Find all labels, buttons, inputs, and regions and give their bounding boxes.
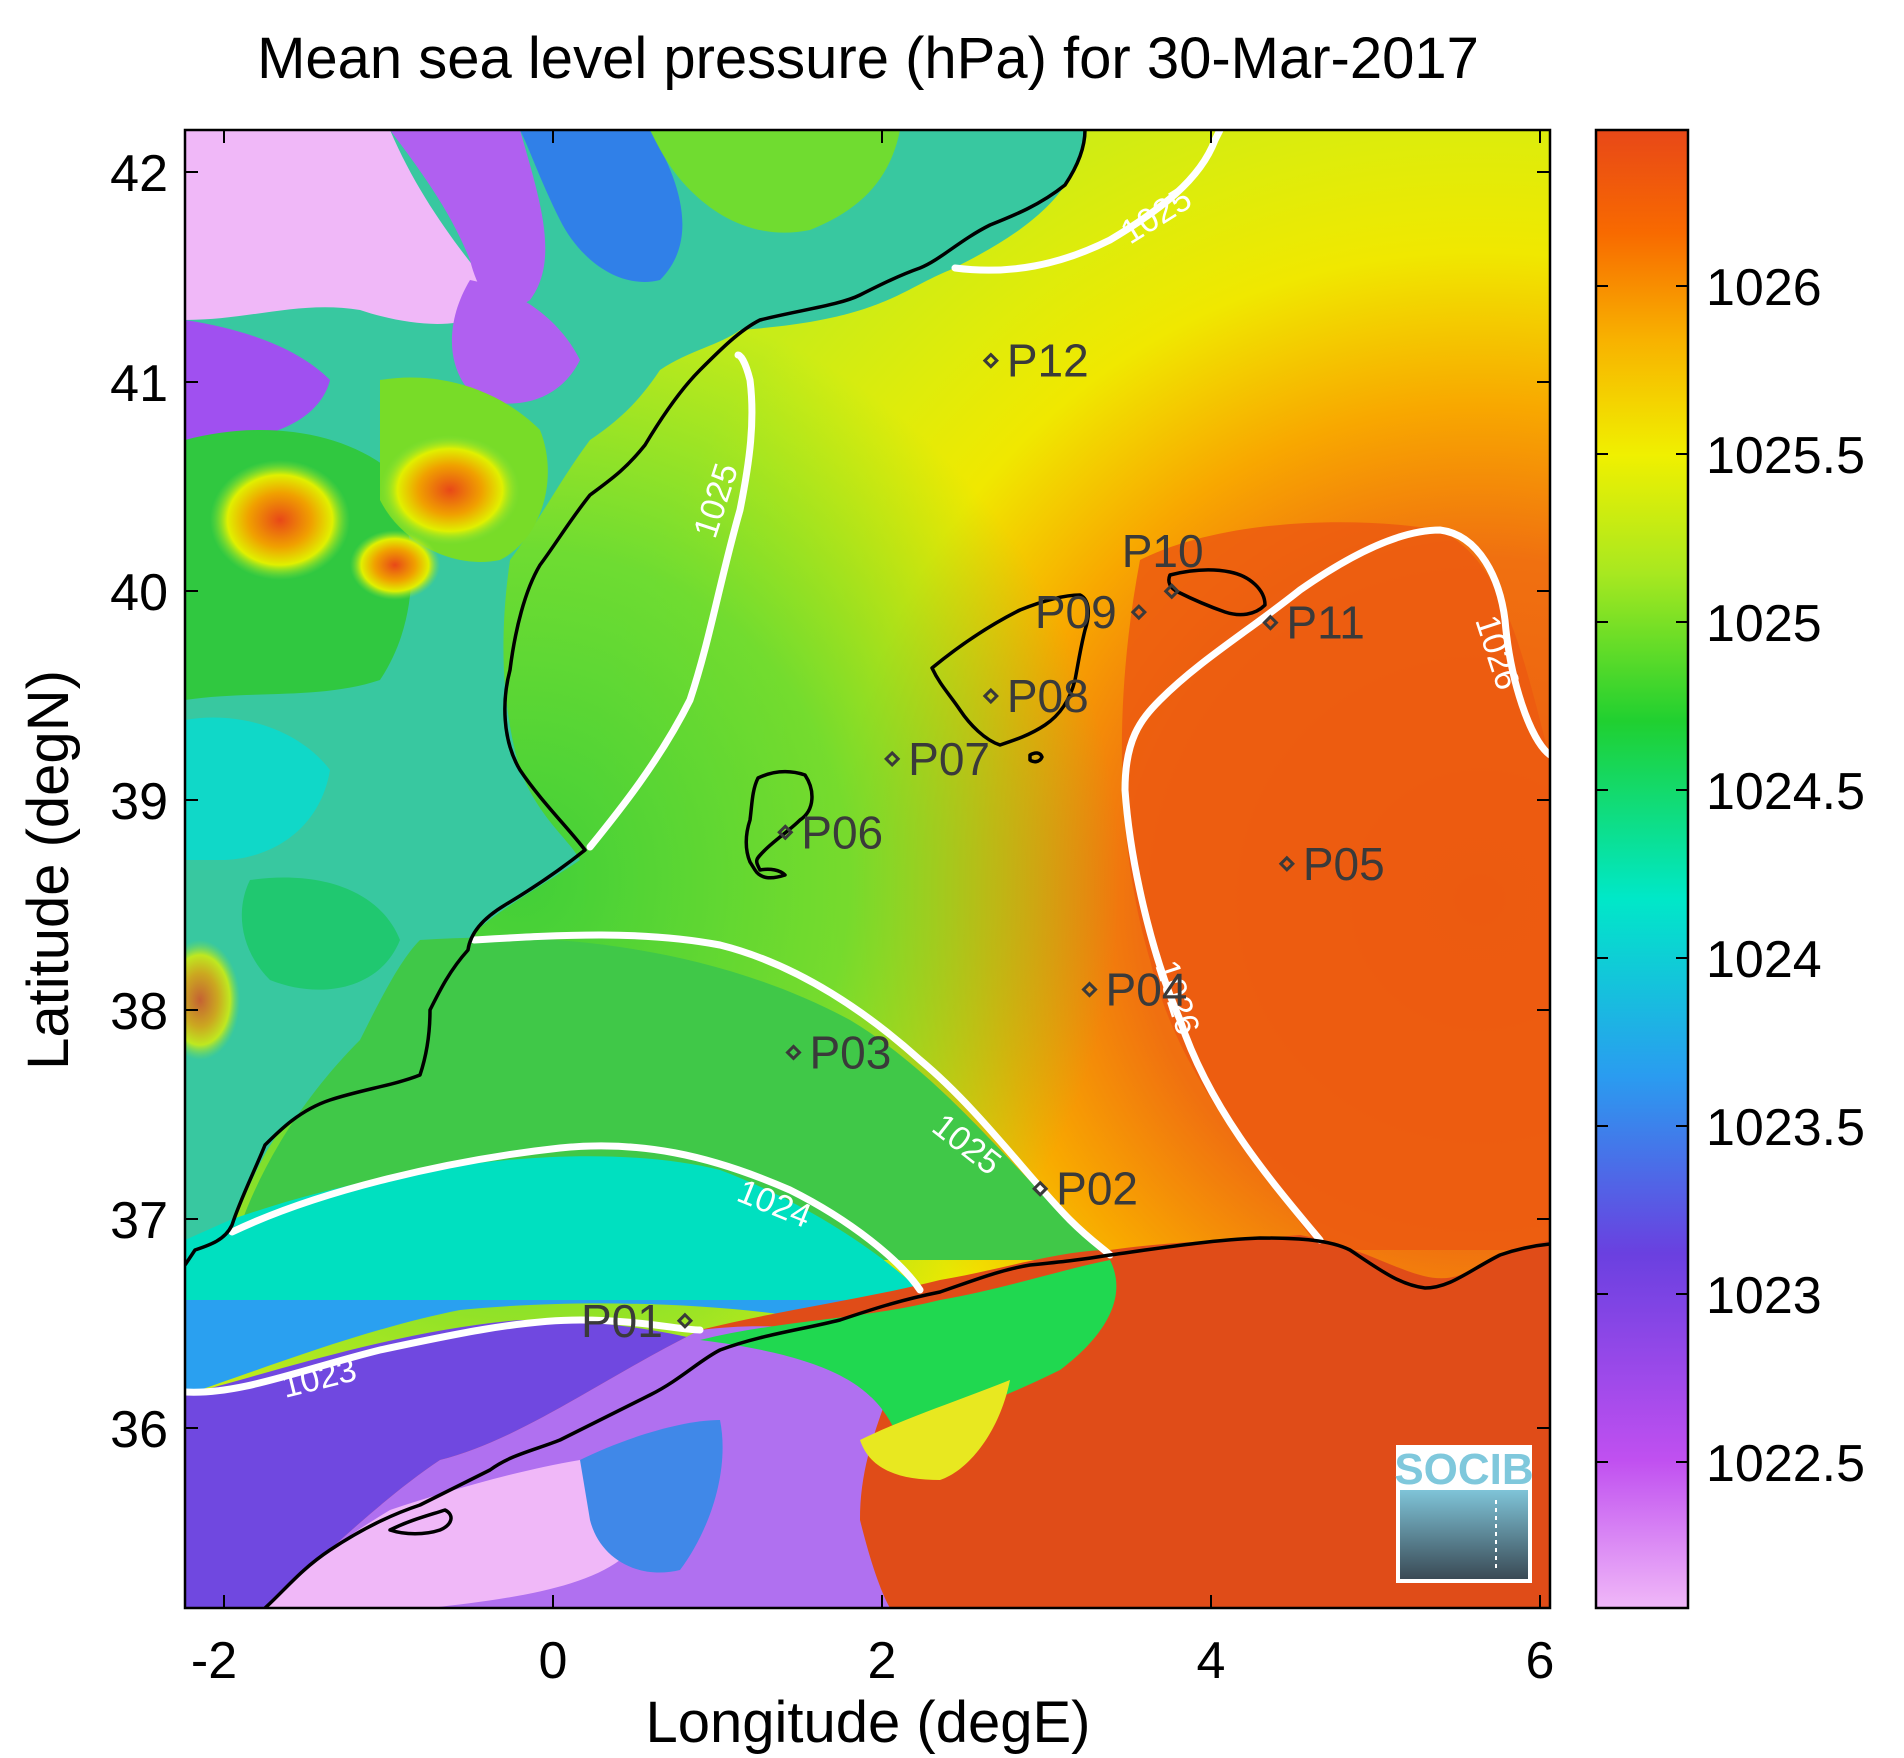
station-label-p01: P01 — [581, 1295, 663, 1347]
plot-frame — [183, 128, 1552, 1610]
x-tick-marks — [223, 130, 1541, 1608]
chart-title: Mean sea level pressure (hPa) for 30-Mar… — [257, 26, 1479, 91]
y-tick-label: 41 — [110, 355, 168, 413]
colorbar-tick-label: 1025.5 — [1706, 427, 1865, 485]
station-marker-p11 — [1262, 614, 1279, 631]
coastline-africa — [263, 1236, 1550, 1608]
y-axis-label: Latitude (degN) — [16, 670, 81, 1070]
colorbar-tick-label: 1026 — [1706, 259, 1822, 317]
colorbar-tick-label: 1023 — [1706, 1267, 1822, 1325]
contour-lines — [185, 130, 1550, 1396]
station-marker-p02 — [1032, 1180, 1049, 1197]
contour-1025-south — [470, 931, 1114, 1259]
coastline-cabrera — [1028, 751, 1044, 764]
x-tick-label: 2 — [868, 1632, 897, 1690]
colorbar-frame — [1594, 128, 1690, 1610]
station-label-p05: P05 — [1303, 838, 1385, 890]
station-label-p03: P03 — [809, 1026, 891, 1078]
x-tick-label: -2 — [191, 1632, 237, 1690]
contour-1025-north — [951, 130, 1224, 274]
colorbar-tick-marks — [1596, 285, 1688, 1463]
station-marker-p05 — [1278, 855, 1295, 872]
contour-1024 — [228, 1142, 924, 1294]
contour-1023 — [185, 1316, 704, 1396]
station-marker-p04 — [1081, 981, 1098, 998]
colorbar-tick-label: 1022.5 — [1706, 1435, 1865, 1493]
x-tick-label: 4 — [1197, 1632, 1226, 1690]
colorbar-tick-label: 1024.5 — [1706, 763, 1865, 821]
station-marker-p08 — [982, 687, 999, 705]
coastline-iberia — [185, 130, 1087, 1266]
colorbar-tick-label: 1025 — [1706, 595, 1822, 653]
station-label-p02: P02 — [1056, 1163, 1138, 1215]
y-tick-label: 40 — [110, 564, 168, 622]
station-label-p12: P12 — [1007, 335, 1089, 387]
station-label-p04: P04 — [1106, 964, 1188, 1016]
x-axis-label: Longitude (degE) — [646, 1690, 1091, 1755]
coastline-alboran-island — [388, 1508, 453, 1536]
station-label-p07: P07 — [908, 733, 990, 785]
station-marker-p09 — [1130, 604, 1147, 621]
y-tick-label: 39 — [110, 773, 168, 831]
y-tick-label: 37 — [110, 1192, 168, 1250]
coastline — [185, 130, 1550, 1608]
station-label-p11: P11 — [1286, 597, 1364, 649]
x-tick-label: 6 — [1526, 1632, 1555, 1690]
contour-1025-west — [586, 351, 756, 851]
station-marker-p07 — [884, 750, 901, 768]
pressure-field — [185, 130, 1550, 1608]
socib-logo: SOCIB — [1394, 1445, 1534, 1583]
logo-text: SOCIB — [1394, 1445, 1533, 1494]
station-marker-p10 — [1163, 583, 1180, 600]
contour-1026-east — [1121, 526, 1550, 1244]
colorbar — [1596, 130, 1688, 1608]
station-label-p06: P06 — [801, 806, 883, 858]
station-marker-p06 — [777, 824, 794, 841]
colorbar-tick-label: 1024 — [1706, 931, 1822, 989]
y-tick-label: 38 — [110, 983, 168, 1041]
station-marker-p03 — [785, 1044, 802, 1061]
x-tick-label: 0 — [539, 1632, 568, 1690]
station-marker-p12 — [982, 352, 999, 369]
colorbar-tick-label: 1023.5 — [1706, 1099, 1865, 1157]
y-tick-marks — [185, 171, 1550, 1429]
y-tick-label: 42 — [110, 145, 168, 203]
station-label-p09: P09 — [1035, 586, 1117, 638]
station-label-p10: P10 — [1122, 525, 1204, 577]
coastline-mallorca — [930, 593, 1091, 747]
coastline-ibiza — [744, 769, 814, 880]
station-marker-p01 — [676, 1312, 694, 1329]
y-tick-label: 36 — [110, 1401, 168, 1459]
station-label-p08: P08 — [1007, 670, 1089, 722]
